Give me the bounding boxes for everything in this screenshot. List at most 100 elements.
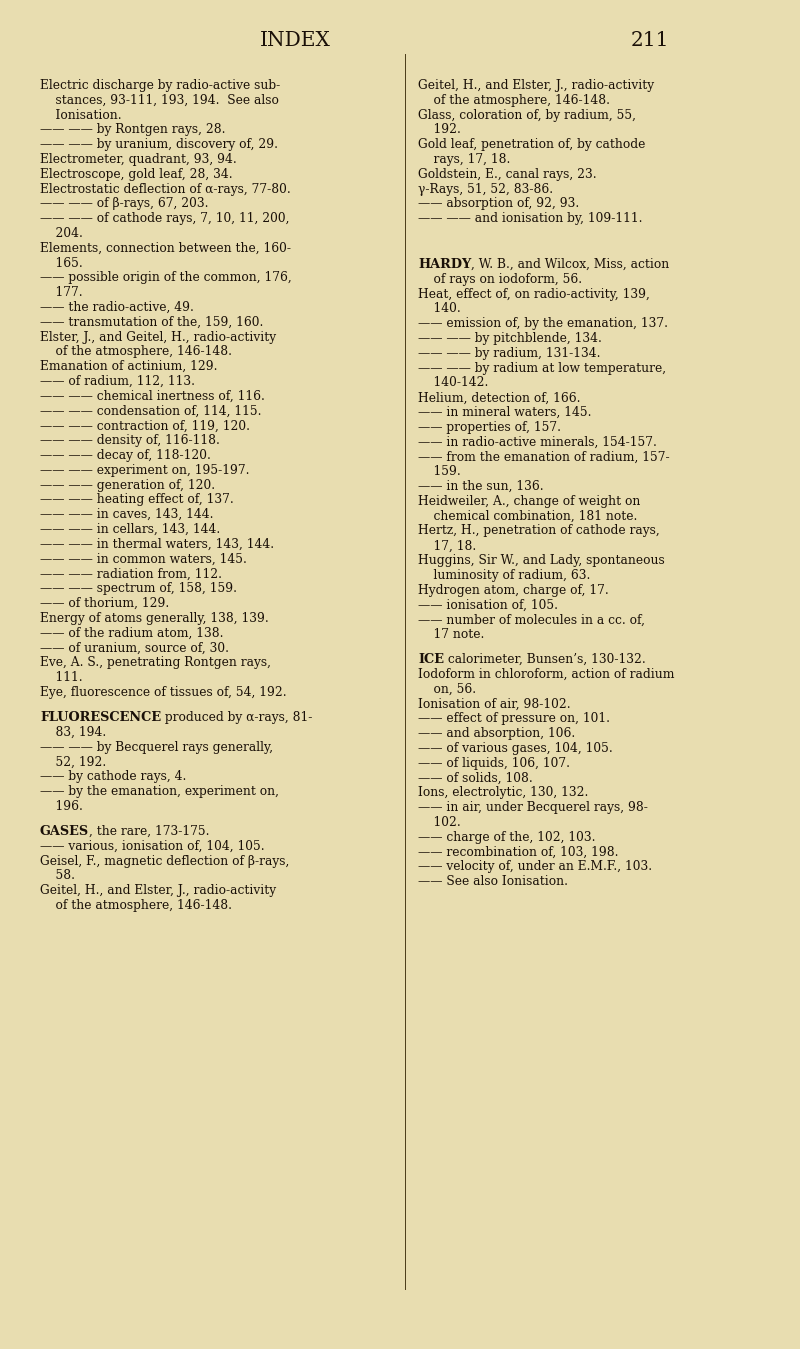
Text: —— of the radium atom, 138.: —— of the radium atom, 138. (40, 626, 223, 639)
Text: —— of various gases, 104, 105.: —— of various gases, 104, 105. (418, 742, 613, 755)
Text: —— effect of pressure on, 101.: —— effect of pressure on, 101. (418, 712, 610, 726)
Text: Iodoform in chloroform, action of radium: Iodoform in chloroform, action of radium (418, 668, 674, 681)
Text: —— —— in cellars, 143, 144.: —— —— in cellars, 143, 144. (40, 523, 220, 536)
Text: 52, 192.: 52, 192. (40, 755, 106, 769)
Text: INDEX: INDEX (259, 31, 330, 50)
Text: Ions, electrolytic, 130, 132.: Ions, electrolytic, 130, 132. (418, 786, 588, 800)
Text: Electric discharge by radio-active sub-: Electric discharge by radio-active sub- (40, 80, 280, 92)
Text: stances, 93-111, 193, 194.  See also: stances, 93-111, 193, 194. See also (40, 94, 279, 107)
Text: —— of radium, 112, 113.: —— of radium, 112, 113. (40, 375, 195, 389)
Text: chemical combination, 181 note.: chemical combination, 181 note. (418, 510, 638, 522)
Text: —— charge of the, 102, 103.: —— charge of the, 102, 103. (418, 831, 595, 844)
Text: of the atmosphere, 146-148.: of the atmosphere, 146-148. (418, 94, 610, 107)
Text: —— —— and ionisation by, 109-111.: —— —— and ionisation by, 109-111. (418, 212, 642, 225)
Text: Gold leaf, penetration of, by cathode: Gold leaf, penetration of, by cathode (418, 138, 646, 151)
Text: —— ionisation of, 105.: —— ionisation of, 105. (418, 599, 558, 611)
Text: rays, 17, 18.: rays, 17, 18. (418, 152, 510, 166)
Text: —— —— contraction of, 119, 120.: —— —— contraction of, 119, 120. (40, 420, 250, 433)
Text: Hydrogen atom, charge of, 17.: Hydrogen atom, charge of, 17. (418, 584, 609, 596)
Text: —— the radio-active, 49.: —— the radio-active, 49. (40, 301, 194, 314)
Text: luminosity of radium, 63.: luminosity of radium, 63. (418, 569, 590, 581)
Text: —— —— spectrum of, 158, 159.: —— —— spectrum of, 158, 159. (40, 583, 237, 595)
Text: on, 56.: on, 56. (418, 683, 476, 696)
Text: —— number of molecules in a cc. of,: —— number of molecules in a cc. of, (418, 614, 645, 626)
Text: —— —— by Becquerel rays generally,: —— —— by Becquerel rays generally, (40, 741, 273, 754)
Text: —— various, ionisation of, 104, 105.: —— various, ionisation of, 104, 105. (40, 839, 265, 853)
Text: Elster, J., and Geitel, H., radio-activity: Elster, J., and Geitel, H., radio-activi… (40, 331, 276, 344)
Text: ICE: ICE (418, 653, 444, 666)
Text: 192.: 192. (418, 123, 461, 136)
Text: , the rare, 173-175.: , the rare, 173-175. (89, 826, 210, 838)
Text: —— —— by uranium, discovery of, 29.: —— —— by uranium, discovery of, 29. (40, 138, 278, 151)
Text: Goldstein, E., canal rays, 23.: Goldstein, E., canal rays, 23. (418, 167, 597, 181)
Text: —— of thorium, 129.: —— of thorium, 129. (40, 598, 170, 610)
Text: produced by α-rays, 81-: produced by α-rays, 81- (161, 711, 313, 724)
Text: —— —— of β-rays, 67, 203.: —— —— of β-rays, 67, 203. (40, 197, 209, 210)
Text: —— in mineral waters, 145.: —— in mineral waters, 145. (418, 406, 591, 420)
Text: 165.: 165. (40, 256, 82, 270)
Text: —— —— in thermal waters, 143, 144.: —— —— in thermal waters, 143, 144. (40, 538, 274, 550)
Text: —— by the emanation, experiment on,: —— by the emanation, experiment on, (40, 785, 279, 799)
Text: —— —— in caves, 143, 144.: —— —— in caves, 143, 144. (40, 509, 214, 521)
Text: —— possible origin of the common, 176,: —— possible origin of the common, 176, (40, 271, 292, 285)
Text: γ-Rays, 51, 52, 83-86.: γ-Rays, 51, 52, 83-86. (418, 182, 553, 196)
Text: —— and absorption, 106.: —— and absorption, 106. (418, 727, 575, 741)
Text: Electroscope, gold leaf, 28, 34.: Electroscope, gold leaf, 28, 34. (40, 167, 233, 181)
Text: of rays on iodoform, 56.: of rays on iodoform, 56. (418, 272, 582, 286)
Text: —— properties of, 157.: —— properties of, 157. (418, 421, 561, 434)
Text: 58.: 58. (40, 869, 75, 882)
Text: —— —— in common waters, 145.: —— —— in common waters, 145. (40, 553, 247, 565)
Text: —— transmutation of the, 159, 160.: —— transmutation of the, 159, 160. (40, 316, 263, 329)
Text: —— —— by radium, 131-134.: —— —— by radium, 131-134. (418, 347, 601, 360)
Text: Heidweiler, A., change of weight on: Heidweiler, A., change of weight on (418, 495, 640, 507)
Text: —— velocity of, under an E.M.F., 103.: —— velocity of, under an E.M.F., 103. (418, 861, 652, 873)
Text: Helium, detection of, 166.: Helium, detection of, 166. (418, 391, 581, 405)
Text: Hertz, H., penetration of cathode rays,: Hertz, H., penetration of cathode rays, (418, 525, 660, 537)
Text: FLUORESCENCE: FLUORESCENCE (40, 711, 161, 724)
Text: —— —— heating effect of, 137.: —— —— heating effect of, 137. (40, 494, 234, 506)
Text: —— —— of cathode rays, 7, 10, 11, 200,: —— —— of cathode rays, 7, 10, 11, 200, (40, 212, 290, 225)
Text: Elements, connection between the, 160-: Elements, connection between the, 160- (40, 241, 291, 255)
Text: —— emission of, by the emanation, 137.: —— emission of, by the emanation, 137. (418, 317, 668, 331)
Text: 140-142.: 140-142. (418, 376, 488, 390)
Text: Geitel, H., and Elster, J., radio-activity: Geitel, H., and Elster, J., radio-activi… (418, 80, 654, 92)
Text: —— —— generation of, 120.: —— —— generation of, 120. (40, 479, 215, 491)
Text: —— recombination of, 103, 198.: —— recombination of, 103, 198. (418, 846, 618, 859)
Text: 159.: 159. (418, 465, 461, 479)
Text: , W. B., and Wilcox, Miss, action: , W. B., and Wilcox, Miss, action (471, 258, 670, 271)
Text: Ionisation of air, 98-102.: Ionisation of air, 98-102. (418, 697, 570, 711)
Text: —— in radio-active minerals, 154-157.: —— in radio-active minerals, 154-157. (418, 436, 657, 449)
Text: —— —— radiation from, 112.: —— —— radiation from, 112. (40, 568, 222, 580)
Text: —— —— chemical inertness of, 116.: —— —— chemical inertness of, 116. (40, 390, 265, 403)
Text: —— absorption of, 92, 93.: —— absorption of, 92, 93. (418, 197, 579, 210)
Text: —— in the sun, 136.: —— in the sun, 136. (418, 480, 544, 494)
Text: Eve, A. S., penetrating Rontgen rays,: Eve, A. S., penetrating Rontgen rays, (40, 656, 271, 669)
Text: —— —— by pitchblende, 134.: —— —— by pitchblende, 134. (418, 332, 602, 345)
Text: Huggins, Sir W., and Lady, spontaneous: Huggins, Sir W., and Lady, spontaneous (418, 554, 665, 567)
Text: Energy of atoms generally, 138, 139.: Energy of atoms generally, 138, 139. (40, 612, 269, 625)
Text: —— of solids, 108.: —— of solids, 108. (418, 772, 533, 785)
Text: —— —— decay of, 118-120.: —— —— decay of, 118-120. (40, 449, 211, 461)
Text: 102.: 102. (418, 816, 461, 830)
Text: Emanation of actinium, 129.: Emanation of actinium, 129. (40, 360, 218, 374)
Text: 196.: 196. (40, 800, 83, 812)
Text: Heat, effect of, on radio-activity, 139,: Heat, effect of, on radio-activity, 139, (418, 287, 650, 301)
Text: Electrometer, quadrant, 93, 94.: Electrometer, quadrant, 93, 94. (40, 152, 237, 166)
Text: GASES: GASES (40, 826, 89, 838)
Text: —— from the emanation of radium, 157-: —— from the emanation of radium, 157- (418, 451, 670, 464)
Text: —— —— by Rontgen rays, 28.: —— —— by Rontgen rays, 28. (40, 123, 226, 136)
Text: HARDY: HARDY (418, 258, 471, 271)
Text: calorimeter, Bunsen’s, 130-132.: calorimeter, Bunsen’s, 130-132. (444, 653, 646, 666)
Text: —— —— experiment on, 195-197.: —— —— experiment on, 195-197. (40, 464, 250, 476)
Text: 83, 194.: 83, 194. (40, 726, 106, 739)
Text: 111.: 111. (40, 670, 82, 684)
Text: 204.: 204. (40, 227, 83, 240)
Text: 140.: 140. (418, 302, 461, 316)
Text: —— of liquids, 106, 107.: —— of liquids, 106, 107. (418, 757, 570, 770)
Text: 17, 18.: 17, 18. (418, 540, 476, 552)
Text: —— —— condensation of, 114, 115.: —— —— condensation of, 114, 115. (40, 405, 262, 418)
Text: Ionisation.: Ionisation. (40, 109, 122, 121)
Text: —— See also Ionisation.: —— See also Ionisation. (418, 876, 568, 888)
Text: —— —— density of, 116-118.: —— —— density of, 116-118. (40, 434, 220, 448)
Text: 211: 211 (630, 31, 670, 50)
